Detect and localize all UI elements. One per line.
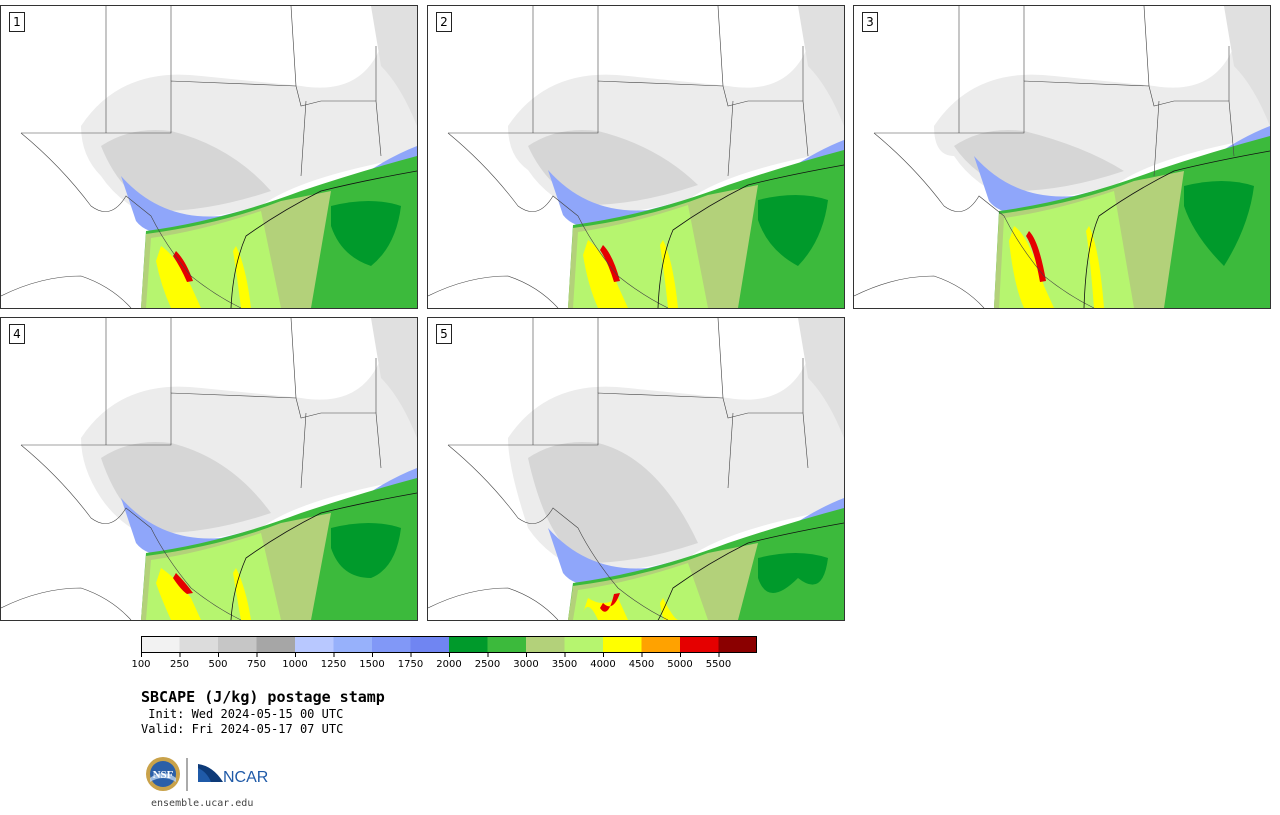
colorbar-tick-label: 1750 [397, 659, 424, 670]
colorbar-tick-label: 2500 [474, 659, 501, 670]
map-panel-5: 5 [427, 317, 845, 621]
colorbar-tick-label: 500 [208, 659, 228, 670]
colorbar-tick-label: 1000 [282, 659, 308, 670]
map-title: SBCAPE (J/kg) postage stamp [141, 688, 385, 706]
colorbar [141, 636, 757, 657]
colorbar-tick-label: 4500 [628, 659, 655, 670]
colorbar-tick-label: 3000 [513, 659, 539, 670]
nsf-text: NSF [153, 769, 174, 781]
colorbar-swatch [256, 636, 296, 653]
map-panel-3: 3 [853, 5, 1271, 309]
nsf-logo: NSF [146, 757, 180, 791]
colorbar-tick-label: 100 [131, 659, 151, 670]
map-panel-1: 1 [0, 5, 418, 309]
colorbar-swatch [410, 636, 450, 653]
colorbar-swatch [179, 636, 219, 653]
colorbar-swatch [564, 636, 604, 653]
panel-label: 2 [436, 12, 452, 32]
cape-map [428, 6, 844, 308]
colorbar-swatch [333, 636, 373, 653]
map-panel-4: 4 [0, 317, 418, 621]
cape-map [428, 318, 844, 620]
map-panel-2: 2 [427, 5, 845, 309]
logos: NSF NCAR [146, 757, 268, 791]
colorbar-swatch [718, 636, 757, 653]
colorbar-tick-label: 4000 [590, 659, 616, 670]
colorbar-tick-label: 750 [246, 659, 267, 670]
colorbar-swatch [641, 636, 681, 653]
colorbar-tick-label: 2000 [436, 659, 462, 670]
colorbar-swatch [526, 636, 565, 653]
ncar-text: NCAR [223, 769, 268, 786]
url-text: ensemble.ucar.edu [151, 798, 254, 809]
colorbar-swatch [680, 636, 719, 653]
panel-label: 4 [9, 324, 25, 344]
colorbar-swatch [449, 636, 488, 653]
colorbar-tick-label: 3500 [551, 659, 578, 670]
colorbar-swatch [603, 636, 642, 653]
colorbar-tick-label: 250 [169, 659, 190, 670]
cape-map [1, 318, 417, 620]
colorbar-tick-label: 5000 [667, 659, 693, 670]
colorbar-swatch [487, 636, 527, 653]
cape-map [854, 6, 1270, 308]
init-time: Init: Wed 2024-05-15 00 UTC [141, 707, 344, 721]
colorbar-tick-label: 1250 [320, 659, 347, 670]
colorbar-tick-label: 5500 [705, 659, 732, 670]
panel-label: 5 [436, 324, 452, 344]
ncar-logo: NCAR [198, 764, 268, 786]
cape-map [1, 6, 417, 308]
colorbar-swatch [372, 636, 411, 653]
colorbar-swatch [218, 636, 257, 653]
colorbar-swatch [295, 636, 334, 653]
panel-label: 1 [9, 12, 25, 32]
panel-label: 3 [862, 12, 878, 32]
colorbar-swatch [141, 636, 180, 653]
colorbar-tick-label: 1500 [359, 659, 385, 670]
valid-time: Valid: Fri 2024-05-17 07 UTC [141, 722, 344, 736]
